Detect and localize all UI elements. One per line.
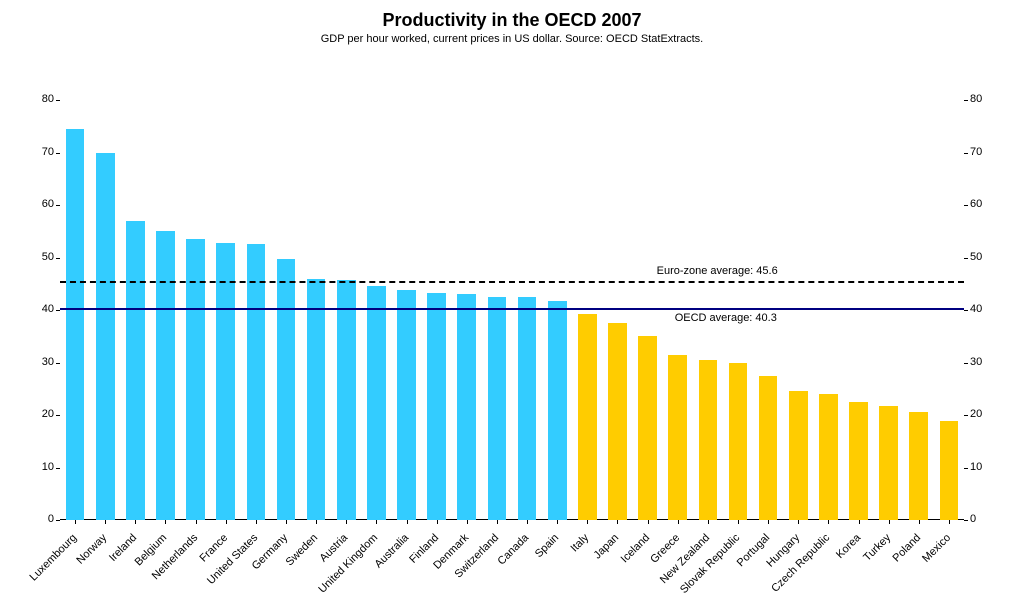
bar	[789, 391, 808, 520]
y-tick-label-left: 20	[42, 409, 54, 420]
x-tick-mark	[497, 520, 498, 524]
y-tick-label-left: 80	[42, 94, 54, 105]
x-tick-mark	[617, 520, 618, 524]
bar	[337, 280, 356, 520]
bar	[247, 244, 266, 520]
x-tick-mark	[135, 520, 136, 524]
bar	[457, 294, 476, 520]
bar	[548, 301, 567, 520]
bar	[578, 314, 597, 520]
bar	[397, 290, 416, 520]
x-tick-mark	[648, 520, 649, 524]
bar	[909, 412, 928, 520]
bar	[216, 243, 235, 520]
x-tick-mark	[376, 520, 377, 524]
reference-line	[60, 281, 964, 283]
y-tick-label-left: 50	[42, 252, 54, 263]
chart-subtitle: GDP per hour worked, current prices in U…	[0, 33, 1024, 45]
bar	[66, 129, 85, 520]
y-tick-mark-right	[964, 520, 968, 521]
chart-title: Productivity in the OECD 2007	[0, 10, 1024, 31]
y-tick-label-right: 30	[970, 357, 982, 368]
y-tick-label-right: 70	[970, 147, 982, 158]
x-tick-mark	[557, 520, 558, 524]
y-tick-mark-left	[56, 520, 60, 521]
y-tick-label-right: 20	[970, 409, 982, 420]
reference-line	[60, 308, 964, 310]
x-tick-mark	[768, 520, 769, 524]
y-tick-label-right: 50	[970, 252, 982, 263]
y-tick-label-right: 10	[970, 462, 982, 473]
y-tick-label-left: 30	[42, 357, 54, 368]
x-tick-mark	[798, 520, 799, 524]
y-tick-label-left: 70	[42, 147, 54, 158]
x-tick-mark	[738, 520, 739, 524]
x-tick-mark	[828, 520, 829, 524]
bar	[608, 323, 627, 520]
y-tick-label-right: 0	[970, 514, 976, 525]
bar	[940, 421, 959, 520]
y-tick-label-right: 80	[970, 94, 982, 105]
y-tick-label-left: 0	[48, 514, 54, 525]
bar-chart: 0010102020303040405050606070708080Luxemb…	[60, 100, 964, 520]
x-tick-mark	[226, 520, 227, 524]
bar	[488, 297, 507, 520]
bar	[668, 355, 687, 520]
y-tick-label-left: 60	[42, 199, 54, 210]
x-tick-mark	[678, 520, 679, 524]
y-tick-label-left: 10	[42, 462, 54, 473]
bar	[307, 279, 326, 521]
bar	[759, 376, 778, 520]
bar	[367, 286, 386, 520]
bar	[699, 360, 718, 520]
y-tick-label-right: 40	[970, 304, 982, 315]
x-tick-mark	[859, 520, 860, 524]
x-tick-mark	[286, 520, 287, 524]
x-tick-mark	[949, 520, 950, 524]
bar	[427, 293, 446, 520]
bar	[879, 406, 898, 520]
x-tick-mark	[407, 520, 408, 524]
reference-line-label: OECD average: 40.3	[675, 312, 777, 324]
x-tick-mark	[708, 520, 709, 524]
bar	[156, 231, 175, 520]
x-tick-mark	[467, 520, 468, 524]
reference-line-label: Euro-zone average: 45.6	[657, 265, 778, 277]
bar	[638, 336, 657, 520]
x-tick-mark	[105, 520, 106, 524]
bar	[277, 259, 296, 520]
y-tick-label-right: 60	[970, 199, 982, 210]
bar	[729, 363, 748, 521]
x-tick-mark	[75, 520, 76, 524]
x-tick-mark	[437, 520, 438, 524]
x-tick-mark	[346, 520, 347, 524]
bar	[849, 402, 868, 520]
y-tick-label-left: 40	[42, 304, 54, 315]
x-tick-mark	[196, 520, 197, 524]
bar	[126, 221, 145, 520]
bar	[518, 297, 537, 520]
x-tick-mark	[256, 520, 257, 524]
x-tick-mark	[316, 520, 317, 524]
x-tick-mark	[165, 520, 166, 524]
x-tick-mark	[527, 520, 528, 524]
x-tick-mark	[587, 520, 588, 524]
x-tick-mark	[919, 520, 920, 524]
bar	[819, 394, 838, 520]
x-tick-mark	[889, 520, 890, 524]
y-axis-right	[964, 100, 965, 520]
bar	[96, 153, 115, 521]
